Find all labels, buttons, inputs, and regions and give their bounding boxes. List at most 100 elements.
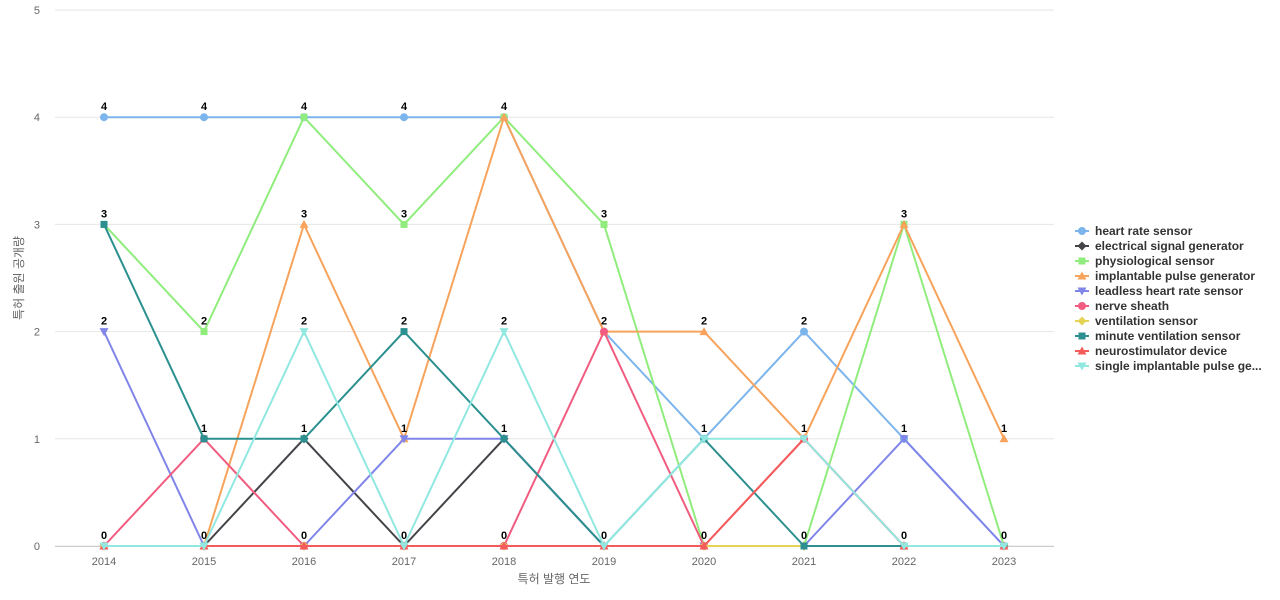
legend-item: minute ventilation sensor <box>1075 329 1241 343</box>
data-label: 3 <box>401 208 407 220</box>
legend-item: implantable pulse generator <box>1075 269 1255 283</box>
legend-label: physiological sensor <box>1095 254 1215 268</box>
legend-marker <box>1078 332 1086 340</box>
x-tick-label: 2023 <box>992 556 1016 568</box>
data-label: 2 <box>401 316 407 328</box>
data-label: 2 <box>801 316 807 328</box>
data-point <box>999 542 1009 551</box>
data-label: 0 <box>801 530 807 542</box>
data-label: 2 <box>501 316 507 328</box>
data-label: 4 <box>201 101 208 113</box>
data-point <box>899 435 909 444</box>
legend-marker <box>1078 302 1086 310</box>
x-tick-label: 2014 <box>92 556 116 568</box>
data-label: 0 <box>101 530 107 542</box>
data-label: 1 <box>901 423 907 435</box>
legend-item: heart rate sensor <box>1075 224 1193 238</box>
legend-marker <box>1078 257 1086 265</box>
data-label: 0 <box>301 530 307 542</box>
legend-item: physiological sensor <box>1075 254 1215 268</box>
legend-label: minute ventilation sensor <box>1095 329 1241 343</box>
legend-marker <box>1077 287 1087 296</box>
legend-item: nerve sheath <box>1075 299 1169 313</box>
data-point <box>799 435 809 444</box>
x-tick-label: 2016 <box>292 556 316 568</box>
legend-label: heart rate sensor <box>1095 224 1193 238</box>
legend-item: leadless heart rate sensor <box>1075 284 1243 298</box>
legend-label: implantable pulse generator <box>1095 269 1255 283</box>
series-line <box>104 330 1004 547</box>
data-label: 0 <box>701 530 707 542</box>
gridlines <box>55 9 1054 547</box>
data-point <box>499 541 509 550</box>
legend-item: single implantable pulse ge... <box>1075 359 1262 373</box>
data-label: 3 <box>901 208 907 220</box>
data-label: 1 <box>301 423 307 435</box>
data-label: 3 <box>101 208 107 220</box>
y-tick-label: 0 <box>34 541 40 553</box>
legend-item: electrical signal generator <box>1075 239 1244 253</box>
data-point <box>299 328 309 337</box>
data-point <box>899 219 909 228</box>
data-label: 4 <box>101 101 108 113</box>
series-line <box>103 116 1005 547</box>
data-label: 2 <box>101 316 107 328</box>
data-label: 1 <box>701 423 707 435</box>
data-point <box>400 220 408 228</box>
data-label: 0 <box>1001 530 1007 542</box>
data-point <box>800 542 808 550</box>
x-tick-label: 2020 <box>692 556 716 568</box>
x-tick-label: 2015 <box>192 556 216 568</box>
y-tick-label: 2 <box>34 327 40 339</box>
data-point <box>400 328 408 336</box>
data-point <box>500 435 508 443</box>
data-point <box>299 541 309 550</box>
data-label: 2 <box>201 316 207 328</box>
data-label: 4 <box>301 101 308 113</box>
x-tick-label: 2017 <box>392 556 416 568</box>
legend-marker <box>1077 362 1087 371</box>
data-point <box>399 435 409 444</box>
y-axis-ticks: 0 1 2 3 4 5 <box>34 5 40 553</box>
data-point <box>400 113 408 122</box>
data-point <box>100 220 108 228</box>
legend-label: leadless heart rate sensor <box>1095 284 1243 298</box>
data-label: 2 <box>701 316 707 328</box>
x-axis-ticks: 2014 2015 2016 2017 2018 2019 2020 2021 2022 2023 <box>92 556 1016 568</box>
data-label: 2 <box>301 316 307 328</box>
legend-marker <box>1077 241 1087 251</box>
y-tick-label: 4 <box>34 112 40 124</box>
y-axis-title: 특허 출원 공개량 <box>12 236 26 320</box>
data-point <box>599 542 609 551</box>
series-single-implantable-pulse-generator <box>99 328 1009 551</box>
data-label: 0 <box>201 530 207 542</box>
series-implantable-pulse-generator <box>99 112 1009 550</box>
data-label: 0 <box>501 530 507 542</box>
legend-marker <box>1077 271 1087 280</box>
data-point <box>199 542 209 551</box>
data-label: 4 <box>501 101 508 113</box>
data-point <box>800 327 808 336</box>
y-tick-label: 5 <box>34 5 40 17</box>
x-axis-title: 특허 발행 연도 <box>518 571 591 586</box>
data-point <box>999 434 1009 443</box>
x-tick-label: 2022 <box>892 556 916 568</box>
x-tick-label: 2021 <box>792 556 816 568</box>
legend-label: neurostimulator device <box>1095 344 1227 358</box>
data-point <box>100 113 108 122</box>
data-point <box>499 328 509 337</box>
legend-label: ventilation sensor <box>1095 314 1198 328</box>
legend-item: ventilation sensor <box>1075 314 1198 328</box>
data-point <box>300 435 308 443</box>
data-point <box>200 435 208 443</box>
data-point <box>600 220 608 228</box>
data-label: 4 <box>401 101 408 113</box>
data-point <box>600 327 608 336</box>
legend-item: neurostimulator device <box>1075 344 1227 358</box>
legend-label: single implantable pulse ge... <box>1095 359 1262 373</box>
data-label: 3 <box>601 208 607 220</box>
data-point <box>300 113 308 121</box>
data-label: 1 <box>501 423 507 435</box>
data-label: 3 <box>301 208 307 220</box>
